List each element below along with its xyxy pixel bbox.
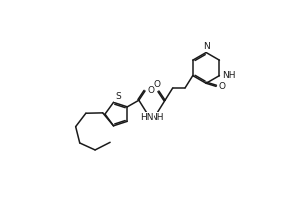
Text: S: S bbox=[115, 92, 121, 101]
Text: O: O bbox=[147, 86, 154, 95]
Text: O: O bbox=[154, 80, 161, 89]
Text: HN: HN bbox=[140, 113, 153, 122]
Text: NH: NH bbox=[151, 113, 164, 122]
Text: O: O bbox=[218, 82, 225, 91]
Text: NH: NH bbox=[222, 71, 235, 80]
Text: N: N bbox=[203, 42, 209, 51]
